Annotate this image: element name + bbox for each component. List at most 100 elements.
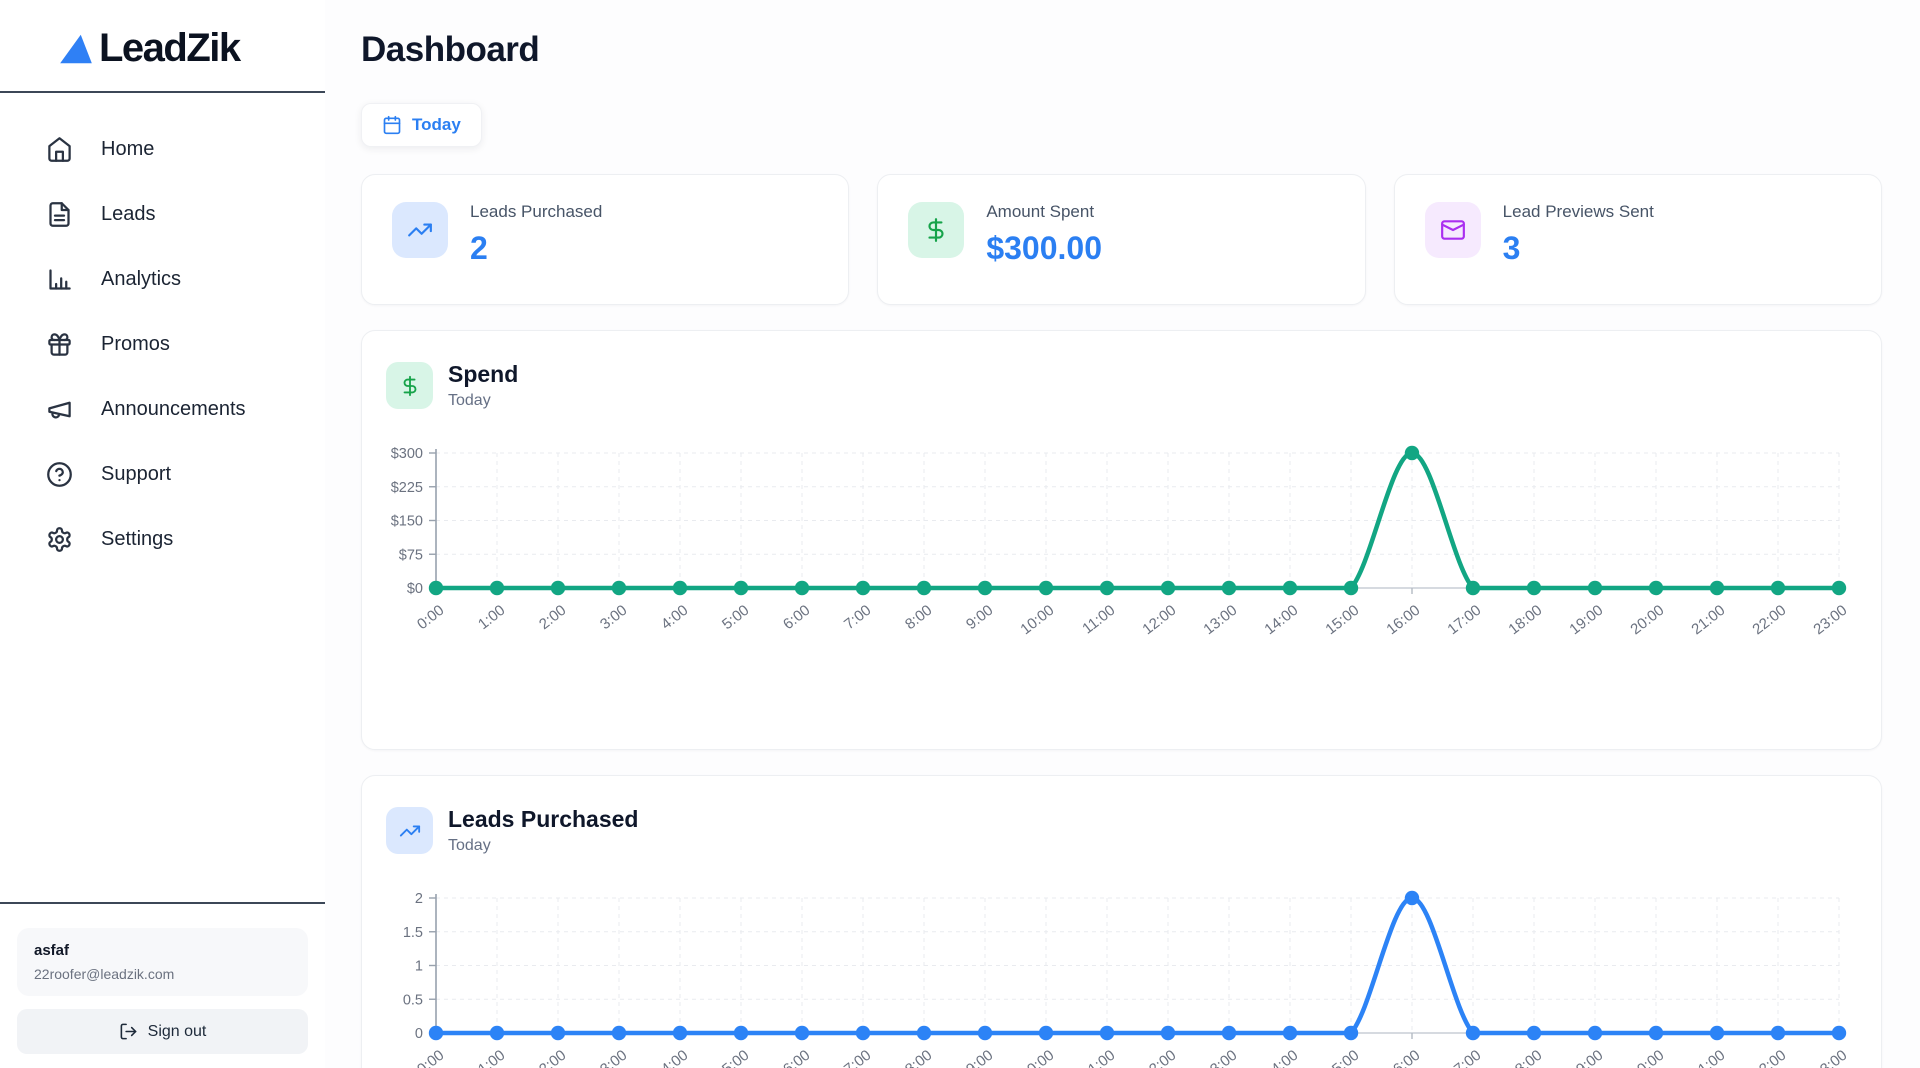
user-name: asfaf bbox=[34, 942, 70, 959]
sidebar-item-leads[interactable]: Leads bbox=[46, 201, 325, 228]
svg-text:5:00: 5:00 bbox=[719, 1047, 752, 1068]
sidebar-item-announcements[interactable]: Announcements bbox=[46, 396, 325, 423]
stat-card-lead-previews-sent: Lead Previews Sent 3 bbox=[1393, 174, 1882, 305]
svg-text:1:00: 1:00 bbox=[475, 1047, 508, 1068]
svg-text:15:00: 15:00 bbox=[1322, 602, 1362, 639]
sidebar-item-label: Home bbox=[101, 138, 155, 160]
svg-text:0: 0 bbox=[415, 1026, 423, 1042]
date-filter-today-button[interactable]: Today bbox=[361, 103, 482, 147]
stat-value: 3 bbox=[1502, 230, 1521, 266]
svg-text:21:00: 21:00 bbox=[1688, 1047, 1728, 1068]
user-email: 22roofer@leadzik.com bbox=[34, 966, 175, 982]
sidebar-bottom-divider bbox=[0, 902, 325, 904]
svg-text:13:00: 13:00 bbox=[1200, 602, 1240, 639]
dollar-icon bbox=[386, 362, 433, 409]
svg-text:22:00: 22:00 bbox=[1749, 1047, 1789, 1068]
svg-text:13:00: 13:00 bbox=[1200, 1047, 1240, 1068]
logout-icon bbox=[120, 1023, 137, 1040]
svg-text:7:00: 7:00 bbox=[841, 602, 874, 633]
svg-text:11:00: 11:00 bbox=[1079, 602, 1118, 638]
stat-label: Amount Spent bbox=[986, 202, 1095, 221]
leads-purchased-line-chart[interactable]: 0 0.5 1 1.5 2 0:00 1:00 2:00 3:00 4:00 5:00 6:00 7:0… bbox=[386, 888, 1857, 1068]
trending-up-icon bbox=[392, 202, 448, 258]
stats-row: Leads Purchased 2 Amount Spent $300.00 L… bbox=[361, 174, 1882, 305]
svg-text:$0: $0 bbox=[407, 581, 423, 597]
svg-text:$75: $75 bbox=[399, 547, 423, 563]
user-info-card: asfaf 22roofer@leadzik.com bbox=[17, 928, 308, 996]
gear-icon bbox=[48, 527, 71, 552]
megaphone-icon bbox=[48, 401, 71, 419]
stat-value: 2 bbox=[470, 230, 488, 266]
svg-text:17:00: 17:00 bbox=[1444, 1047, 1484, 1068]
sidebar-item-label: Settings bbox=[101, 528, 174, 550]
sidebar-item-label: Leads bbox=[101, 203, 156, 225]
svg-text:6:00: 6:00 bbox=[780, 1047, 813, 1068]
sidebar-item-label: Promos bbox=[101, 333, 170, 355]
svg-text:2:00: 2:00 bbox=[536, 602, 569, 633]
svg-text:16:00: 16:00 bbox=[1383, 602, 1423, 639]
stat-label: Leads Purchased bbox=[470, 202, 603, 221]
svg-text:23:00: 23:00 bbox=[1810, 1047, 1850, 1068]
svg-text:3:00: 3:00 bbox=[597, 1047, 630, 1068]
svg-text:$150: $150 bbox=[391, 514, 423, 530]
gift-icon bbox=[48, 333, 71, 356]
sidebar-item-label: Analytics bbox=[101, 268, 182, 290]
chart-subtitle: Today bbox=[448, 392, 491, 409]
brand-logo[interactable]: LeadZik bbox=[0, 0, 325, 91]
svg-text:3:00: 3:00 bbox=[597, 602, 630, 633]
sidebar-item-settings[interactable]: Settings bbox=[46, 526, 325, 553]
svg-text:$225: $225 bbox=[391, 480, 423, 496]
svg-text:7:00: 7:00 bbox=[841, 1047, 874, 1068]
sign-out-button[interactable]: Sign out bbox=[17, 1009, 308, 1054]
svg-text:14:00: 14:00 bbox=[1261, 1047, 1301, 1068]
stat-card-leads-purchased: Leads Purchased 2 bbox=[361, 174, 850, 305]
sidebar-item-promos[interactable]: Promos bbox=[46, 331, 325, 358]
mail-icon bbox=[1424, 202, 1481, 258]
date-filter-label: Today bbox=[412, 115, 461, 134]
spend-chart-card: Spend Today $0 $75 $150 $225 $300 0:00 1:00 2:0… bbox=[361, 330, 1882, 750]
svg-text:11:00: 11:00 bbox=[1079, 1047, 1118, 1068]
svg-text:12:00: 12:00 bbox=[1139, 1047, 1179, 1068]
sign-out-label: Sign out bbox=[147, 1022, 207, 1040]
svg-text:20:00: 20:00 bbox=[1627, 1047, 1667, 1068]
sidebar: LeadZik Home Leads Analytics Promos Anno… bbox=[0, 0, 325, 1068]
svg-text:18:00: 18:00 bbox=[1505, 1047, 1545, 1068]
svg-text:1:00: 1:00 bbox=[475, 602, 508, 633]
svg-text:0.5: 0.5 bbox=[403, 992, 423, 1008]
svg-text:10:00: 10:00 bbox=[1017, 602, 1057, 639]
sidebar-item-label: Support bbox=[101, 463, 172, 485]
svg-text:19:00: 19:00 bbox=[1566, 602, 1606, 639]
svg-text:1.5: 1.5 bbox=[403, 925, 423, 941]
svg-text:9:00: 9:00 bbox=[963, 602, 996, 633]
svg-text:2:00: 2:00 bbox=[536, 1047, 569, 1068]
svg-text:18:00: 18:00 bbox=[1505, 602, 1545, 639]
svg-text:2: 2 bbox=[415, 891, 423, 907]
svg-text:8:00: 8:00 bbox=[902, 602, 935, 633]
page-title: Dashboard bbox=[361, 30, 540, 69]
calendar-icon bbox=[383, 115, 401, 135]
svg-text:4:00: 4:00 bbox=[658, 1047, 691, 1068]
svg-text:22:00: 22:00 bbox=[1749, 602, 1789, 639]
svg-text:0:00: 0:00 bbox=[414, 1047, 447, 1068]
svg-text:0:00: 0:00 bbox=[414, 602, 447, 633]
svg-text:12:00: 12:00 bbox=[1139, 602, 1179, 639]
trending-up-icon bbox=[386, 807, 433, 854]
svg-text:6:00: 6:00 bbox=[780, 602, 813, 633]
svg-text:4:00: 4:00 bbox=[658, 602, 691, 633]
bar-chart-icon bbox=[49, 269, 71, 290]
main-content: Dashboard Today Leads Purchased 2 Amount… bbox=[325, 0, 1920, 1068]
svg-text:21:00: 21:00 bbox=[1688, 602, 1728, 639]
sidebar-item-analytics[interactable]: Analytics bbox=[46, 266, 325, 293]
svg-text:9:00: 9:00 bbox=[963, 1047, 996, 1068]
help-circle-icon bbox=[47, 462, 72, 487]
brand-logo-icon bbox=[60, 34, 92, 63]
sidebar-nav: Home Leads Analytics Promos Announcement… bbox=[0, 93, 325, 591]
svg-text:$300: $300 bbox=[391, 446, 423, 462]
spend-line-chart[interactable]: $0 $75 $150 $225 $300 0:00 1:00 2:00 3:00 4:00 5:0… bbox=[386, 443, 1857, 661]
svg-text:8:00: 8:00 bbox=[902, 1047, 935, 1068]
document-icon bbox=[49, 202, 70, 227]
sidebar-item-support[interactable]: Support bbox=[46, 461, 325, 488]
sidebar-item-label: Announcements bbox=[101, 398, 246, 420]
brand-name: LeadZik bbox=[99, 26, 241, 70]
sidebar-item-home[interactable]: Home bbox=[46, 136, 325, 163]
